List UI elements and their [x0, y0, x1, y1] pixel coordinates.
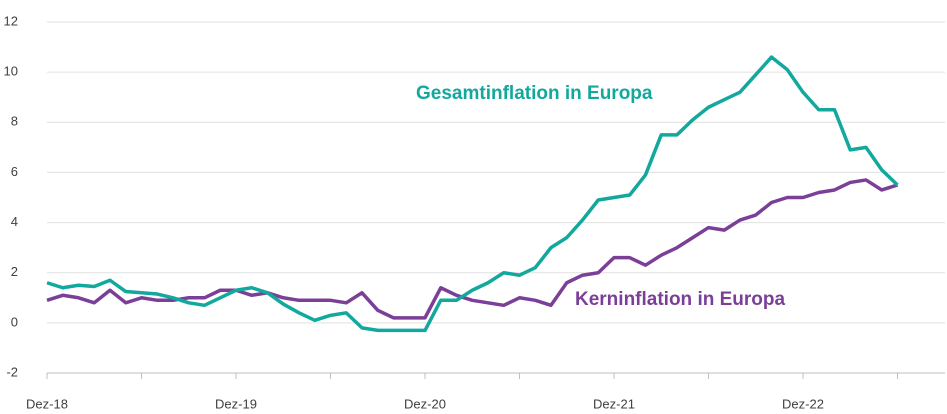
y-tick-label: 4: [11, 214, 18, 229]
y-tick-label: 12: [4, 13, 18, 28]
y-tick-label: 0: [11, 314, 18, 329]
y-tick-label: -2: [6, 364, 18, 379]
x-tick-label: Dez-22: [782, 396, 824, 411]
x-tick-label: Dez-21: [593, 396, 635, 411]
series-annotation: Gesamtinflation in Europa: [416, 83, 653, 104]
y-tick-label: 8: [11, 114, 18, 129]
series-annotation: Kerninflation in Europa: [575, 289, 785, 310]
series-line: [46, 55, 899, 333]
y-tick-label: 10: [4, 64, 18, 79]
series-line: [46, 178, 899, 320]
y-tick-label: 2: [11, 264, 18, 279]
x-tick-label: Dez-19: [215, 396, 257, 411]
y-tick-label: 6: [11, 164, 18, 179]
x-tick-label: Dez-18: [26, 396, 68, 411]
x-tick-label: Dez-20: [404, 396, 446, 411]
